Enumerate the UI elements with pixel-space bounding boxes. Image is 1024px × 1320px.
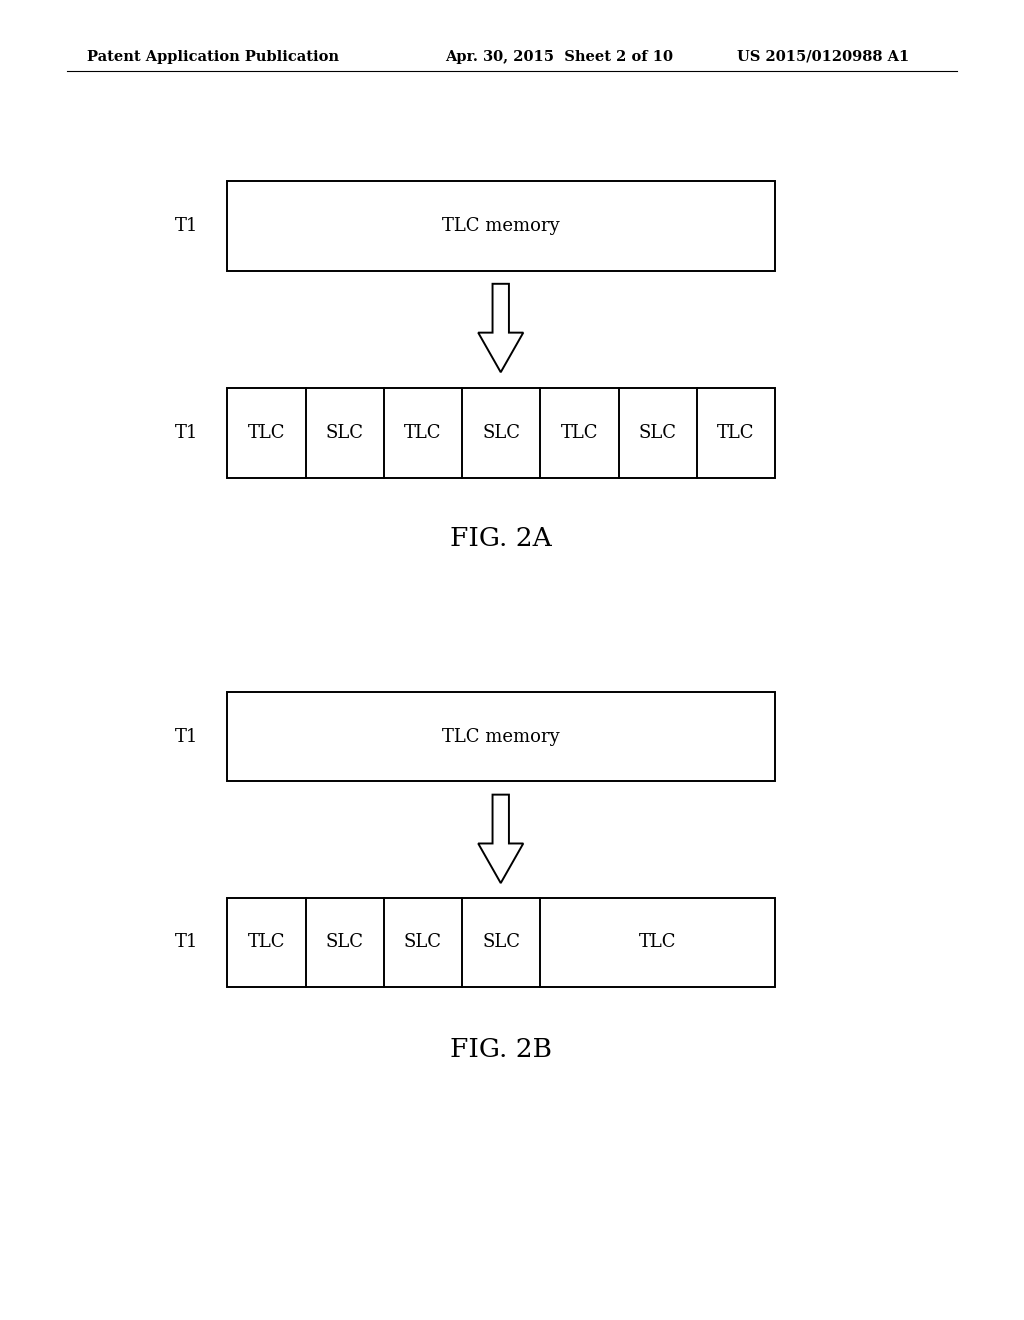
Text: SLC: SLC [326, 933, 364, 952]
Text: T1: T1 [175, 216, 198, 235]
Text: T1: T1 [175, 424, 198, 442]
Text: TLC: TLC [404, 424, 441, 442]
Bar [227, 692, 775, 781]
Text: TLC: TLC [248, 424, 286, 442]
Text: TLC: TLC [717, 424, 755, 442]
Text: TLC: TLC [561, 424, 598, 442]
Text: SLC: SLC [404, 933, 442, 952]
Text: SLC: SLC [639, 424, 677, 442]
Text: TLC: TLC [248, 933, 286, 952]
Text: SLC: SLC [326, 424, 364, 442]
Bar [227, 181, 775, 271]
Text: T1: T1 [175, 933, 198, 952]
Text: TLC memory: TLC memory [442, 216, 560, 235]
Bar [227, 388, 775, 478]
Text: T1: T1 [175, 727, 198, 746]
Text: FIG. 2A: FIG. 2A [450, 527, 552, 550]
Text: Apr. 30, 2015  Sheet 2 of 10: Apr. 30, 2015 Sheet 2 of 10 [445, 50, 674, 63]
Text: US 2015/0120988 A1: US 2015/0120988 A1 [737, 50, 909, 63]
Text: TLC: TLC [639, 933, 677, 952]
Polygon shape [478, 795, 523, 883]
Text: FIG. 2B: FIG. 2B [450, 1038, 552, 1061]
Polygon shape [478, 284, 523, 372]
Text: SLC: SLC [482, 933, 520, 952]
Bar [227, 898, 775, 987]
Text: TLC memory: TLC memory [442, 727, 560, 746]
Text: SLC: SLC [482, 424, 520, 442]
Text: Patent Application Publication: Patent Application Publication [87, 50, 339, 63]
